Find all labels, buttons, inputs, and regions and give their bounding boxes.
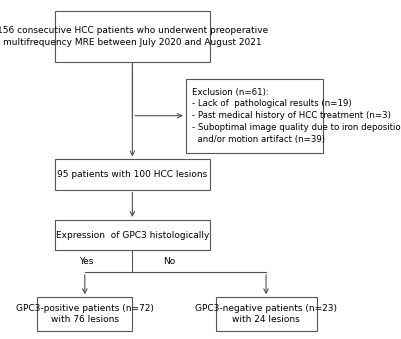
Text: 95 patients with 100 HCC lesions: 95 patients with 100 HCC lesions [57, 170, 207, 179]
Text: GPC3-negative patients (n=23)
with 24 lesions: GPC3-negative patients (n=23) with 24 le… [195, 304, 337, 324]
Text: 156 consecutive HCC patients who underwent preoperative
multifrequency MRE betwe: 156 consecutive HCC patients who underwe… [0, 26, 268, 47]
Text: No: No [163, 257, 176, 266]
FancyBboxPatch shape [37, 297, 132, 331]
Text: Yes: Yes [79, 257, 93, 266]
Text: Expression  of GPC3 histologically: Expression of GPC3 histologically [56, 231, 209, 240]
FancyBboxPatch shape [55, 12, 210, 62]
FancyBboxPatch shape [55, 220, 210, 250]
FancyBboxPatch shape [216, 297, 316, 331]
Text: Exclusion (n=61):
- Lack of  pathological results (n=19)
- Past medical history : Exclusion (n=61): - Lack of pathological… [192, 87, 401, 144]
Text: GPC3-positive patients (n=72)
with 76 lesions: GPC3-positive patients (n=72) with 76 le… [16, 304, 154, 324]
FancyBboxPatch shape [186, 79, 322, 153]
FancyBboxPatch shape [55, 159, 210, 190]
